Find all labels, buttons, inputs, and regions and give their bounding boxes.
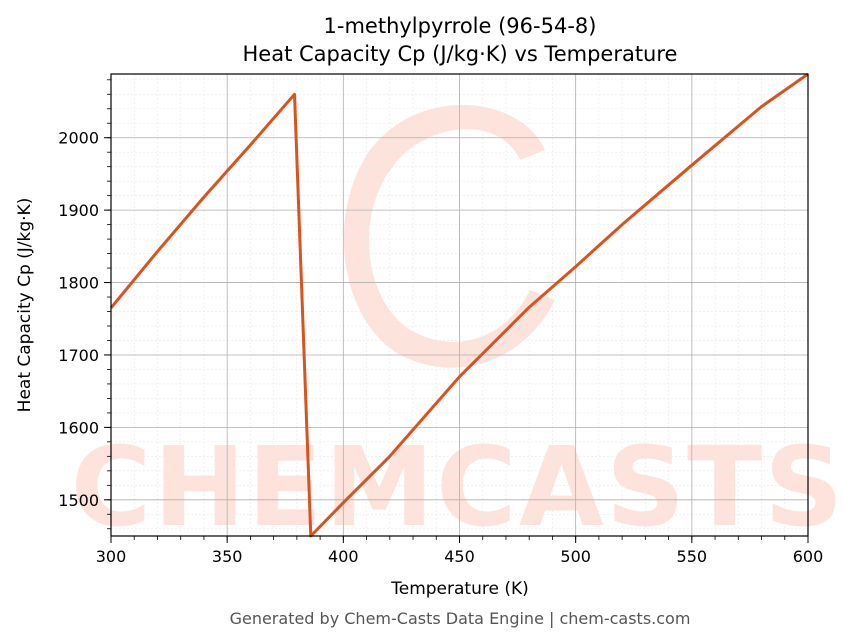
x-tick-label: 450 <box>444 547 475 566</box>
major-grid <box>110 74 809 536</box>
x-tick-label: 600 <box>793 547 824 566</box>
y-tick-label: 1900 <box>58 201 99 220</box>
x-tick-label: 350 <box>212 547 243 566</box>
x-tick-label: 550 <box>677 547 708 566</box>
x-tick-label: 400 <box>328 547 359 566</box>
y-axis: 1500 1600 1700 1800 1900 2000 <box>58 79 111 530</box>
x-axis-label: Temperature (K) <box>390 579 529 599</box>
y-tick-label: 1800 <box>58 274 99 293</box>
y-tick-label: 1500 <box>58 491 99 510</box>
x-axis: 300 350 400 450 500 550 600 <box>96 536 824 566</box>
y-tick-label: 1700 <box>58 346 99 365</box>
x-tick-label: 500 <box>560 547 591 566</box>
chart-subtitle: Heat Capacity Cp (J/kg·K) vs Temperature <box>243 42 678 66</box>
y-axis-label: Heat Capacity Cp (J/kg·K) <box>15 198 35 413</box>
series-line-cp <box>109 72 809 538</box>
x-tick-label: 300 <box>96 547 127 566</box>
watermark-text: CHEMCASTS <box>71 423 843 551</box>
footer-credit: Generated by Chem-Casts Data Engine | ch… <box>230 609 691 628</box>
watermark-logo <box>343 104 555 368</box>
watermark: CHEMCASTS <box>71 104 843 551</box>
y-tick-label: 1600 <box>58 418 99 437</box>
chart-title: 1-methylpyrrole (96-54-8) <box>324 14 597 38</box>
y-tick-label: 2000 <box>58 129 99 148</box>
